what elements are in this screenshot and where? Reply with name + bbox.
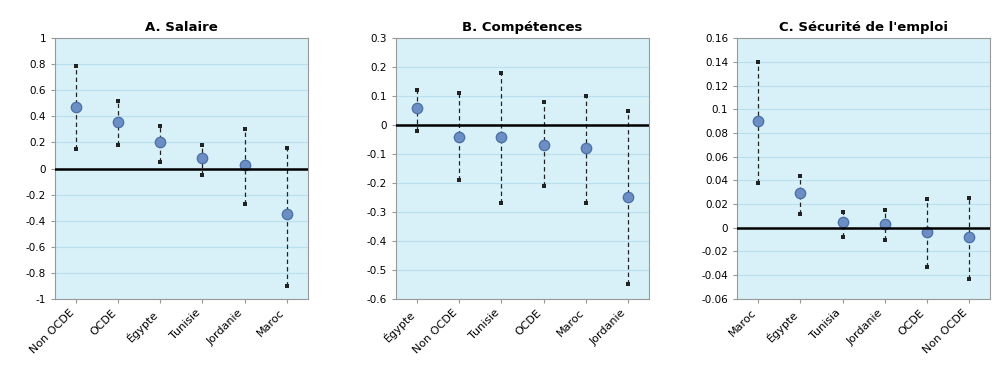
Title: A. Salaire: A. Salaire: [145, 21, 218, 34]
Title: C. Sécurité de l'emploi: C. Sécurité de l'emploi: [779, 21, 948, 34]
Title: B. Compétences: B. Compétences: [462, 21, 583, 34]
